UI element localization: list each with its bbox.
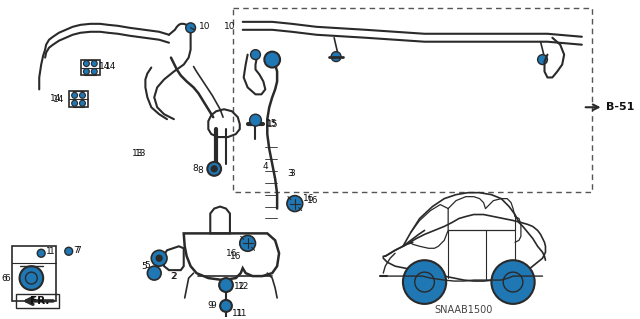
Text: 5: 5 [141,262,147,271]
Text: FR.: FR. [29,296,49,306]
Circle shape [83,61,90,67]
Circle shape [207,162,221,176]
Text: 5: 5 [145,261,150,270]
Circle shape [151,250,167,266]
Text: 13: 13 [132,149,143,159]
Circle shape [79,100,85,106]
Text: 11: 11 [232,309,244,318]
Circle shape [65,247,73,255]
Circle shape [503,272,523,292]
Text: 1: 1 [46,247,52,256]
Circle shape [211,166,217,172]
Text: B-51: B-51 [607,102,635,112]
Text: 8: 8 [198,166,204,175]
Text: 15: 15 [266,119,278,128]
Text: 16: 16 [303,194,314,203]
Text: 3: 3 [289,169,295,178]
Text: 2: 2 [171,271,177,281]
Text: 10: 10 [198,22,210,31]
Text: 14: 14 [49,94,61,103]
Circle shape [287,196,303,211]
Text: 3: 3 [287,169,292,178]
Circle shape [37,249,45,257]
Text: 4: 4 [262,162,268,171]
Circle shape [240,235,255,251]
Circle shape [415,272,435,292]
Text: 9: 9 [207,301,213,310]
Text: 16: 16 [230,252,241,261]
Circle shape [403,260,446,304]
Circle shape [72,93,77,98]
Circle shape [147,266,161,280]
Circle shape [264,52,280,68]
Text: 9: 9 [211,301,216,310]
Bar [68,91,88,107]
Text: 12: 12 [238,282,249,291]
Text: 11: 11 [236,309,247,318]
Text: 10: 10 [224,22,236,31]
Circle shape [26,272,37,284]
Circle shape [83,69,90,74]
Text: 7: 7 [76,246,81,255]
Bar [81,60,100,76]
Circle shape [186,23,196,33]
Text: 8: 8 [193,164,198,173]
Text: 16: 16 [307,196,318,205]
Bar [12,246,56,301]
Circle shape [538,55,547,64]
Text: SNAAB1500: SNAAB1500 [435,305,493,315]
Circle shape [156,255,162,261]
Text: 13: 13 [134,149,146,159]
Circle shape [250,114,261,126]
Text: 7: 7 [74,246,79,255]
Circle shape [92,69,97,74]
Text: 1: 1 [49,247,55,256]
Circle shape [219,278,233,292]
Circle shape [251,50,260,60]
Text: 6: 6 [4,274,10,283]
Text: 14: 14 [105,62,116,71]
Circle shape [79,93,85,98]
Circle shape [92,61,97,67]
Bar [15,294,59,308]
Text: 12: 12 [234,282,246,291]
Circle shape [72,100,77,106]
Circle shape [220,300,232,312]
Circle shape [492,260,534,304]
Text: 15: 15 [268,120,279,129]
Text: 14: 14 [99,62,111,71]
Text: 14: 14 [53,95,65,104]
Text: 2: 2 [170,271,176,281]
Text: 16: 16 [227,249,238,258]
Circle shape [331,52,341,62]
Circle shape [20,266,43,290]
Text: 6: 6 [1,274,7,283]
Bar [233,8,591,192]
